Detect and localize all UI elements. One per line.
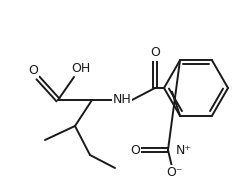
Text: N⁺: N⁺ [175,144,191,157]
Text: O: O [28,65,38,77]
Text: O: O [150,47,159,59]
Text: OH: OH [71,63,90,75]
Text: O: O [130,144,140,157]
Text: NH: NH [112,93,131,107]
Text: O⁻: O⁻ [166,165,182,178]
